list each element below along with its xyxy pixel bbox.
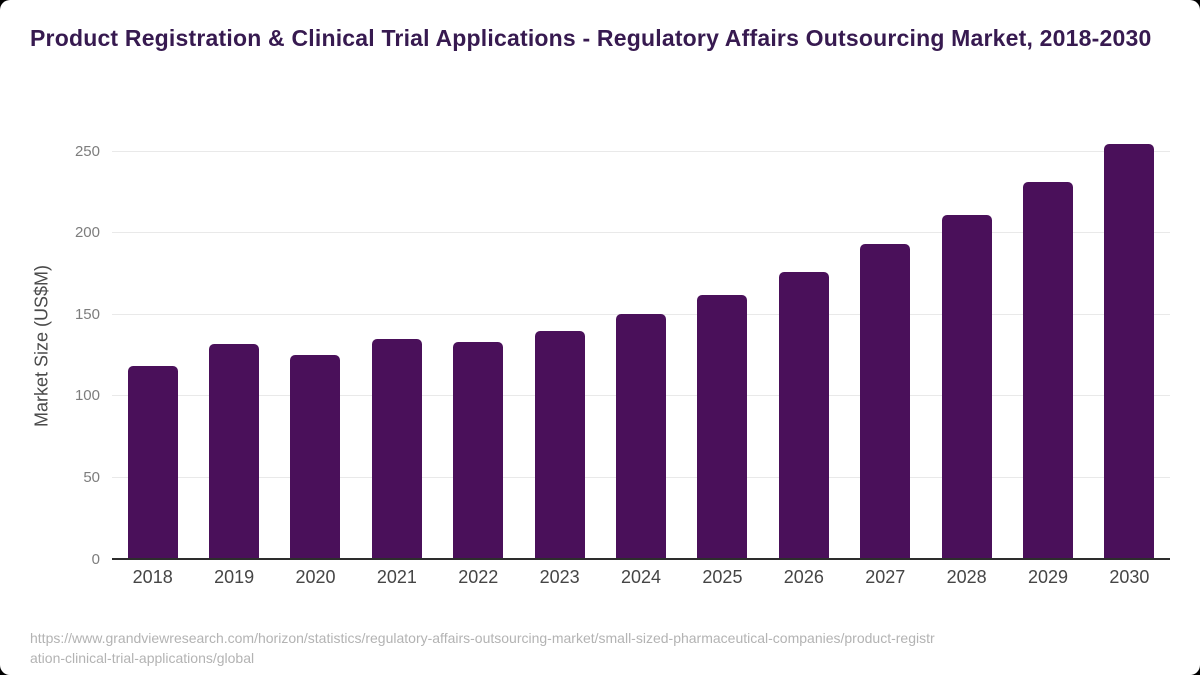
- bar-slot-2030: [1089, 144, 1170, 559]
- bar-slot-2026: [763, 151, 844, 559]
- bar-slot-2027: [845, 151, 926, 559]
- x-tick-label-2029: 2029: [1027, 567, 1069, 587]
- y-tick-label-150: 150: [74, 305, 100, 323]
- bar-2022: [453, 341, 504, 559]
- bar-2025: [697, 294, 748, 559]
- bar-slot-2021: [356, 151, 437, 559]
- bar-2019: [209, 343, 260, 559]
- bar-2026: [778, 271, 829, 559]
- y-tick-label-200: 200: [74, 224, 100, 242]
- bar-slot-2024: [600, 151, 681, 559]
- bar-slot-2018: [112, 151, 193, 559]
- bar-slot-2020: [275, 151, 356, 559]
- bar-slot-2022: [438, 151, 519, 559]
- bar-slot-2019: [193, 151, 274, 559]
- x-tick-label-2023: 2023: [539, 567, 580, 587]
- bar-2021: [371, 338, 422, 559]
- bar-slot-2028: [926, 151, 1007, 559]
- bar-2028: [941, 214, 992, 559]
- x-tick-label-2018: 2018: [132, 567, 173, 587]
- gridline-250: [112, 150, 1170, 152]
- y-tick-label-100: 100: [74, 387, 100, 405]
- bars-container: [112, 144, 1170, 559]
- chart-title: Product Registration & Clinical Trial Ap…: [30, 25, 1152, 51]
- x-tick-label-2028: 2028: [946, 567, 987, 587]
- x-tick-label-2021: 2021: [376, 567, 417, 587]
- x-tick-label-2027: 2027: [865, 567, 906, 587]
- y-tick-label-0: 0: [91, 550, 100, 568]
- gridline-200: [112, 232, 1170, 234]
- x-tick-label-2019: 2019: [214, 567, 255, 587]
- x-axis-line: [112, 558, 1170, 560]
- bar-2023: [534, 330, 585, 559]
- x-tick-label-2025: 2025: [702, 567, 743, 587]
- source-url: https://www.grandviewresearch.com/horizo…: [30, 630, 935, 666]
- y-tick-label-50: 50: [83, 468, 100, 486]
- y-axis: 0 50 100 150 200 250: [0, 143, 100, 568]
- bar-2024: [616, 314, 667, 559]
- bar-2027: [860, 244, 911, 559]
- y-tick-label-250: 250: [74, 142, 100, 160]
- bar-slot-2025: [682, 151, 763, 559]
- x-tick-label-2022: 2022: [458, 567, 499, 587]
- bar-2018: [127, 366, 178, 559]
- bar-2029: [1022, 182, 1073, 559]
- bar-slot-2023: [519, 151, 600, 559]
- x-tick-label-2024: 2024: [621, 567, 662, 587]
- bar-2020: [290, 355, 341, 559]
- x-tick-label-2020: 2020: [295, 567, 336, 587]
- x-axis: 2018 2019 2020 2021 2022 2023 2024 2025 2026 2027…: [112, 566, 1170, 588]
- bar-slot-2029: [1007, 151, 1088, 559]
- bar-2030: [1104, 144, 1155, 559]
- plot-area: [112, 144, 1170, 560]
- x-tick-label-2026: 2026: [783, 567, 824, 587]
- x-tick-label-2030: 2030: [1109, 567, 1150, 587]
